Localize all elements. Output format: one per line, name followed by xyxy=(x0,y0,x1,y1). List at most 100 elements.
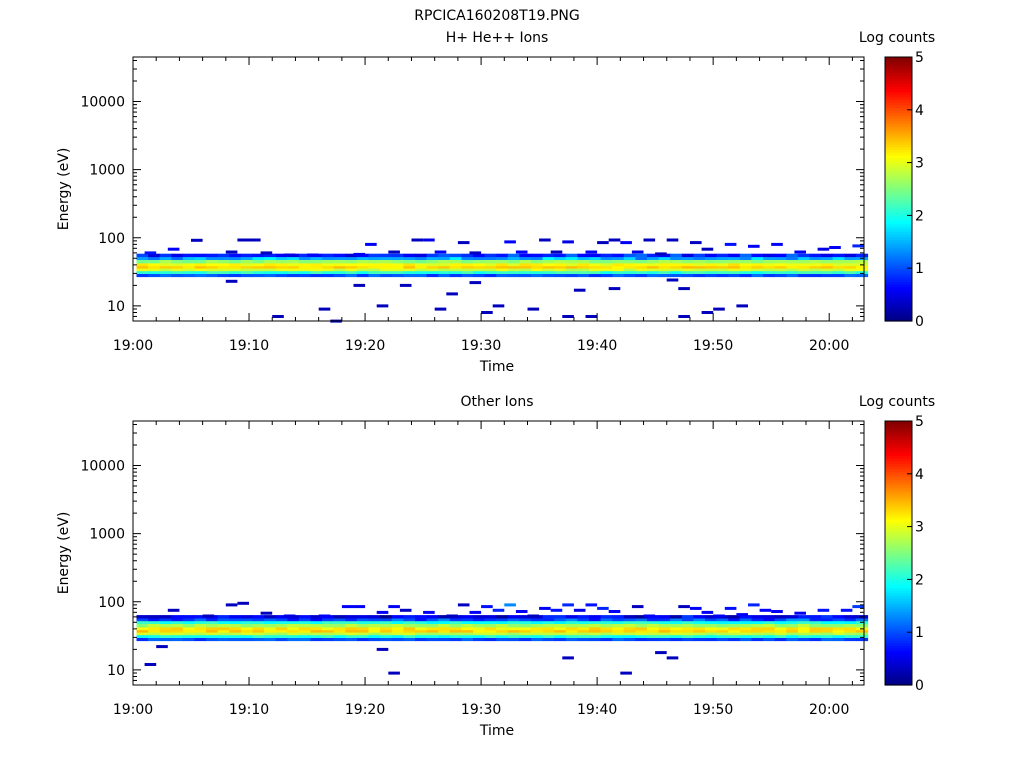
colorbar-segment xyxy=(885,539,912,544)
heatmap-cell xyxy=(577,623,590,628)
heatmap-cell xyxy=(496,265,509,269)
heatmap-cell xyxy=(635,256,648,260)
heatmap-cell xyxy=(763,634,776,638)
heatmap-cell xyxy=(554,623,567,628)
heatmap-cell xyxy=(774,623,787,628)
heatmap-cell xyxy=(855,632,869,636)
colorbar-segment xyxy=(885,671,912,676)
heatmap-cell xyxy=(705,617,718,622)
heatmap-cell xyxy=(356,620,370,624)
heatmap-cell xyxy=(739,617,752,622)
heatmap-cell xyxy=(229,259,242,264)
heatmap-cell xyxy=(786,259,799,264)
heatmap-cell xyxy=(693,268,706,272)
heatmap-cell xyxy=(415,634,428,638)
heatmap-cell xyxy=(283,253,296,257)
heatmap-cell xyxy=(252,637,265,642)
colorbar-segment xyxy=(885,621,912,625)
heatmap-cell xyxy=(229,265,242,269)
colorbar-segment xyxy=(885,563,912,567)
heatmap-cell xyxy=(643,238,656,242)
colorbar-frame xyxy=(884,56,913,322)
heatmap-cell xyxy=(275,620,288,624)
colorbar-segment xyxy=(885,146,912,150)
heatmap-cell xyxy=(283,614,296,618)
colorbar-segment xyxy=(885,624,912,628)
heatmap-cell xyxy=(589,637,602,642)
heatmap-cell xyxy=(206,620,219,624)
heatmap-cell xyxy=(310,634,323,638)
heatmap-cell xyxy=(272,315,284,318)
heatmap-cell xyxy=(658,268,671,272)
colorbar-segment xyxy=(885,484,912,488)
heatmap-cell xyxy=(855,629,869,633)
heatmap-cell xyxy=(298,265,312,269)
heatmap-cell xyxy=(438,615,451,619)
heatmap-cell xyxy=(855,617,869,622)
heatmap-cell xyxy=(577,262,590,267)
colorbar-segment xyxy=(885,204,912,209)
heatmap-cell xyxy=(821,615,834,619)
heatmap-cell xyxy=(194,623,207,628)
colorbar-label: Log counts xyxy=(859,30,935,46)
heatmap-cell xyxy=(577,265,590,269)
heatmap-cell xyxy=(693,273,706,278)
heatmap-cell xyxy=(693,637,706,642)
heatmap-cell xyxy=(136,617,149,622)
colorbar-segment xyxy=(885,613,912,617)
heatmap-cell xyxy=(159,637,172,642)
colorbar-segment xyxy=(885,653,912,657)
colorbar-segment xyxy=(885,244,912,248)
colorbar-segment xyxy=(885,632,912,636)
heatmap-cell xyxy=(287,623,300,628)
heatmap-cell xyxy=(797,256,811,260)
heatmap-cell xyxy=(415,265,428,269)
heatmap-cell xyxy=(542,253,555,258)
colorbar-segment xyxy=(885,619,912,623)
heatmap-cell xyxy=(159,259,172,264)
heatmap-cell xyxy=(507,270,520,274)
heatmap-cell xyxy=(724,606,737,610)
colorbar-segment xyxy=(885,436,912,441)
heatmap-cell xyxy=(565,253,578,258)
heatmap-cell xyxy=(484,253,497,258)
heatmap-cell xyxy=(855,273,869,278)
heatmap-cell xyxy=(426,262,439,267)
heatmap-cell xyxy=(774,629,787,633)
heatmap-cell xyxy=(817,247,830,251)
heatmap-cell xyxy=(182,623,196,628)
heatmap-cell xyxy=(356,632,370,636)
colorbar-segment xyxy=(885,239,912,243)
heatmap-cell xyxy=(171,629,184,633)
colorbar-segment xyxy=(885,640,912,644)
colorbar-segment xyxy=(885,101,912,106)
heatmap-cell xyxy=(705,259,718,264)
heatmap-cell xyxy=(631,250,644,254)
heatmap-cell xyxy=(368,253,381,258)
heatmap-cell xyxy=(287,256,300,260)
heatmap-cell xyxy=(600,632,613,636)
colorbar-tick-label: 3 xyxy=(915,156,924,172)
heatmap-cell xyxy=(426,273,439,278)
heatmap-cell xyxy=(623,270,636,274)
heatmap-cell xyxy=(461,632,474,636)
heatmap-cell xyxy=(159,270,172,274)
heatmap-cell xyxy=(623,632,636,636)
colorbar-segment xyxy=(885,523,912,528)
heatmap-cell xyxy=(647,632,660,636)
colorbar-segment xyxy=(885,679,912,683)
heatmap-cell xyxy=(415,273,428,278)
colorbar-segment xyxy=(885,270,912,275)
heatmap-cell xyxy=(705,262,718,267)
colorbar-segment xyxy=(885,299,912,304)
heatmap-cell xyxy=(844,617,857,622)
heatmap-cell xyxy=(217,256,230,260)
heatmap-cell xyxy=(380,629,393,633)
heatmap-cell xyxy=(298,615,312,619)
colorbar-segment xyxy=(885,154,912,158)
heatmap-cell xyxy=(612,620,625,624)
heatmap-cell xyxy=(844,623,857,628)
colorbar-segment xyxy=(885,75,912,79)
heatmap-cell xyxy=(356,273,370,278)
heatmap-cell xyxy=(678,605,690,609)
